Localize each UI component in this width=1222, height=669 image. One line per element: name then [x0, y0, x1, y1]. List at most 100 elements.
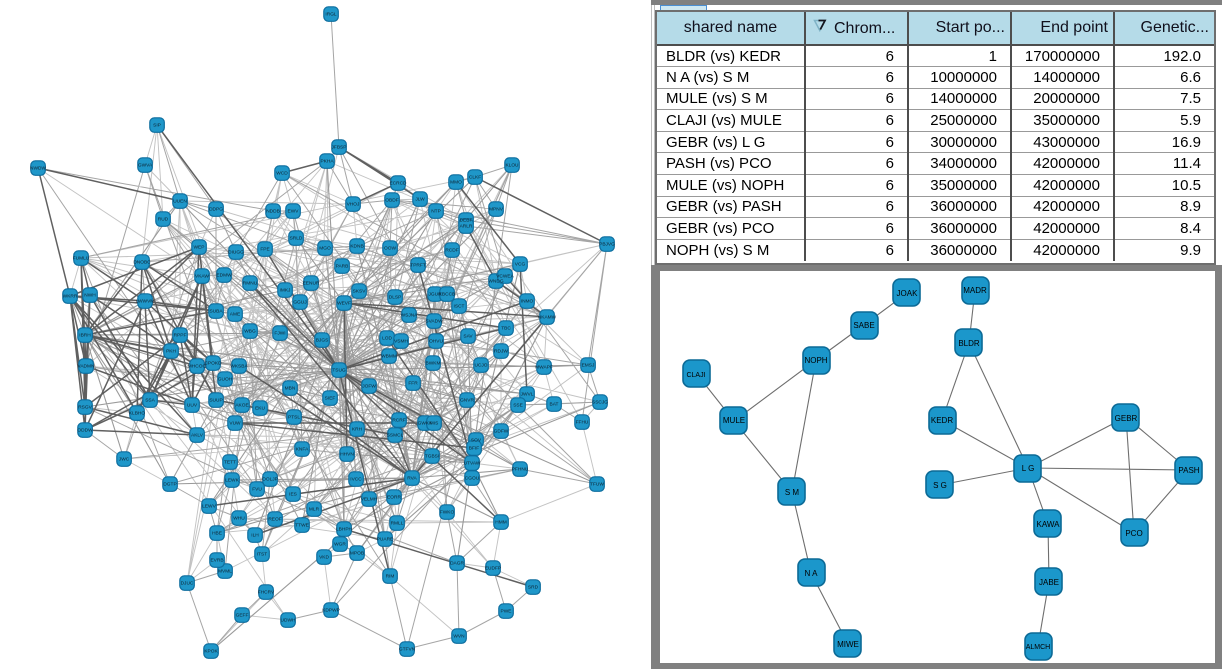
svg-text:KNFA: KNFA — [296, 447, 309, 453]
svg-text:PCO: PCO — [1125, 529, 1142, 538]
svg-text:IRGL: IRGL — [325, 12, 337, 18]
svg-text:MMO: MMO — [450, 180, 462, 186]
svg-text:FUMLU: FUMLU — [73, 256, 90, 262]
svg-text:MWAPF: MWAPF — [535, 365, 553, 371]
svg-text:UUV: UUV — [187, 403, 198, 409]
svg-text:RIM: RIM — [386, 574, 395, 580]
svg-text:KLOU: KLOU — [505, 163, 519, 169]
svg-text:RCDF: RCDF — [445, 248, 458, 254]
svg-text:SIEF: SIEF — [325, 396, 336, 402]
svg-text:UCJO: UCJO — [474, 363, 487, 369]
svg-text:NWDW: NWDW — [30, 166, 46, 172]
svg-text:WBMM: WBMM — [381, 354, 397, 360]
svg-text:FJWI: FJWI — [274, 331, 285, 337]
svg-text:VCG: VCG — [515, 262, 526, 268]
svg-text:VUW: VUW — [229, 421, 241, 427]
svg-text:ITST: ITST — [257, 552, 267, 558]
svg-text:TSUG: TSUG — [332, 368, 346, 374]
svg-text:INMO: INMO — [521, 299, 534, 305]
svg-text:VKAW: VKAW — [195, 274, 209, 280]
svg-text:PBJVG: PBJVG — [599, 242, 615, 248]
svg-text:BWKM: BWKM — [426, 361, 441, 367]
svg-text:MVML: MVML — [218, 569, 232, 575]
svg-text:MGO: MGO — [319, 246, 331, 252]
svg-text:FWKO: FWKO — [440, 510, 455, 516]
svg-text:ARLR: ARLR — [460, 224, 473, 230]
svg-text:GDFW: GDFW — [494, 429, 509, 435]
svg-text:MPNV: MPNV — [489, 207, 504, 213]
svg-text:LWWVM: LWWVM — [136, 299, 155, 305]
svg-text:DGTP: DGTP — [163, 482, 176, 488]
svg-text:JLW: JLW — [415, 197, 425, 203]
svg-text:EUDFP: EUDFP — [485, 566, 501, 572]
svg-text:WHU: WHU — [233, 516, 245, 522]
svg-text:RCRF: RCRF — [392, 418, 405, 424]
svg-text:CPOKD: CPOKD — [204, 361, 222, 367]
svg-text:BJGS: BJGS — [316, 338, 329, 344]
svg-text:TETT: TETT — [224, 460, 236, 466]
svg-text:LBHPH: LBHPH — [336, 527, 353, 533]
svg-text:WNDG: WNDG — [488, 279, 503, 285]
svg-text:UTVAW: UTVAW — [464, 461, 481, 467]
svg-text:RMNU: RMNU — [243, 281, 258, 287]
svg-text:WKRR: WKRR — [63, 294, 78, 300]
svg-text:MIWE: MIWE — [837, 640, 859, 649]
svg-text:NKAMW: NKAMW — [538, 315, 557, 321]
svg-text:SSCJG: SSCJG — [592, 400, 608, 406]
svg-text:SSE: SSE — [513, 403, 523, 409]
svg-text:BFIF: BFIF — [469, 446, 479, 452]
svg-text:HHVN: HHVN — [340, 452, 354, 458]
svg-text:N A: N A — [805, 569, 819, 578]
svg-text:OBDF: OBDF — [385, 198, 398, 204]
svg-text:TGBSI: TGBSI — [425, 454, 439, 460]
svg-text:AKLV: AKLV — [191, 433, 204, 439]
svg-text:VELMH: VELMH — [361, 497, 378, 503]
svg-text:GTFVN: GTFVN — [399, 647, 416, 653]
svg-text:PKHA: PKHA — [320, 159, 334, 165]
svg-text:EENUR: EENUR — [303, 281, 320, 287]
svg-text:KBCCB: KBCCB — [439, 292, 456, 298]
svg-text:EMSJ: EMSJ — [582, 363, 595, 369]
svg-text:JGUR: JGUR — [428, 292, 442, 298]
svg-text:KDPWP: KDPWP — [322, 608, 340, 614]
svg-text:WBG: WBG — [244, 329, 256, 335]
svg-text:CLAJI: CLAJI — [686, 372, 705, 379]
svg-text:PFHNU: PFHNU — [512, 467, 529, 473]
svg-text:WEP: WEP — [194, 245, 205, 251]
svg-text:RDJW: RDJW — [494, 349, 508, 355]
svg-text:UDWH: UDWH — [281, 618, 296, 624]
svg-text:SSA: SSA — [145, 398, 155, 404]
svg-text:KRH: KRH — [352, 427, 363, 433]
svg-text:SSMCL: SSMCL — [387, 433, 404, 439]
svg-text:L G: L G — [1022, 464, 1035, 473]
svg-text:MLR: MLR — [309, 507, 320, 513]
svg-text:EORR: EORR — [387, 495, 401, 501]
svg-text:LEWK: LEWK — [225, 478, 239, 484]
svg-text:VADMN: VADMN — [78, 364, 96, 370]
svg-text:RPPF: RPPF — [174, 333, 187, 339]
svg-text:RUD: RUD — [158, 217, 169, 223]
svg-text:RMLL: RMLL — [391, 521, 404, 527]
svg-text:DJUC: DJUC — [181, 581, 194, 587]
svg-text:OOLJP: OOLJP — [262, 477, 278, 483]
svg-text:JWC: JWC — [119, 457, 130, 463]
svg-text:CGOU: CGOU — [465, 476, 480, 482]
svg-text:JOFW: JOFW — [362, 384, 376, 390]
svg-text:PTSL: PTSL — [288, 415, 300, 421]
svg-text:AKOE: AKOE — [235, 403, 248, 409]
svg-text:WEVF: WEVF — [337, 301, 351, 307]
svg-text:DIUGG: DIUGG — [228, 250, 244, 256]
svg-text:S M: S M — [785, 488, 800, 497]
svg-text:S G: S G — [933, 481, 947, 490]
svg-text:ISCT: ISCT — [454, 304, 465, 310]
svg-text:AME: AME — [230, 312, 240, 318]
svg-text:MBN: MBN — [285, 386, 296, 392]
svg-text:PASH: PASH — [1178, 466, 1199, 475]
svg-text:SKSV: SKSV — [353, 289, 367, 295]
svg-text:TBC: TBC — [501, 326, 511, 332]
svg-text:GEFF: GEFF — [236, 613, 249, 619]
svg-text:JFBSP: JFBSP — [332, 145, 347, 151]
svg-text:PARB: PARB — [336, 264, 349, 270]
svg-text:TFUW: TFUW — [590, 482, 604, 488]
svg-text:WGR: WGR — [334, 542, 346, 548]
